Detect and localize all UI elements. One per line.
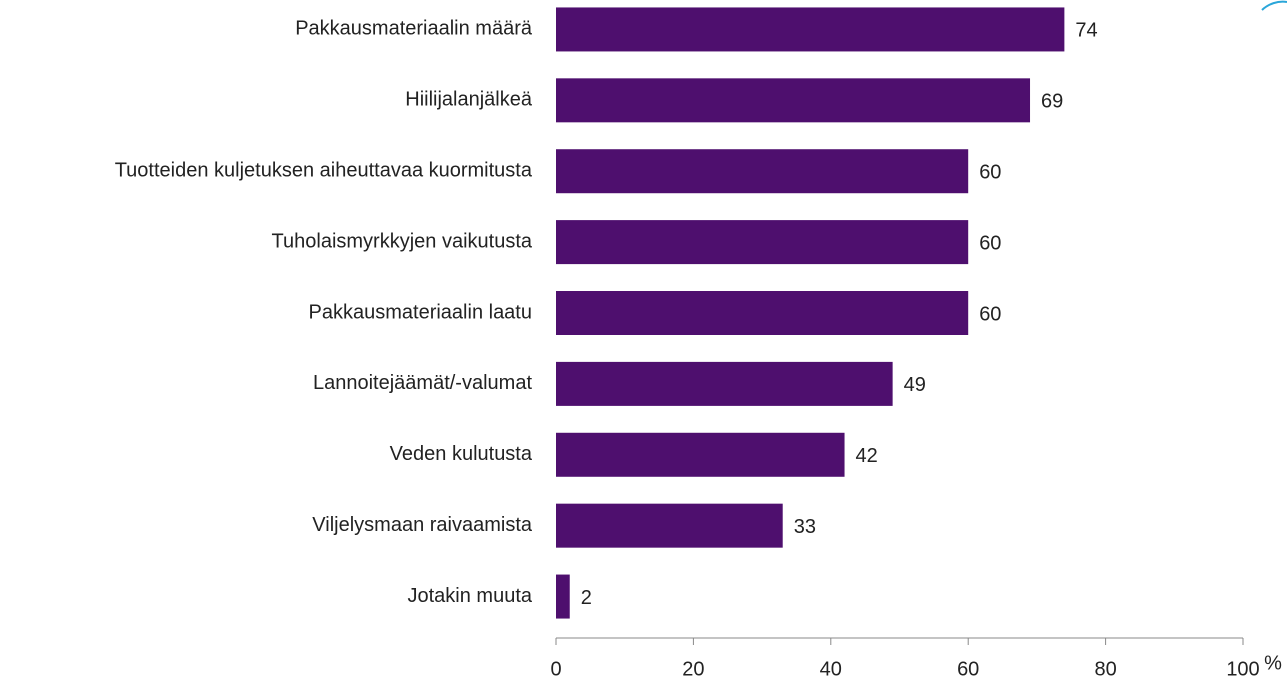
- bar: [556, 149, 969, 194]
- value-label: 33: [794, 516, 816, 538]
- value-label: 60: [979, 303, 1001, 325]
- y-tick-label: Tuotteiden kuljetuksen aiheuttavaa kuorm…: [115, 160, 533, 182]
- decoration: [1261, 0, 1287, 11]
- bar: [556, 574, 570, 619]
- value-label: 74: [1075, 20, 1097, 42]
- x-axis-label: %: [1264, 652, 1282, 674]
- bar: [556, 432, 845, 477]
- x-tick-label: 80: [1094, 658, 1116, 680]
- y-tick-label: Viljelysmaan raivaamista: [312, 514, 533, 536]
- bar: [556, 503, 783, 548]
- value-label: 49: [904, 374, 926, 396]
- value-label: 69: [1041, 91, 1063, 113]
- x-tick-label: 0: [550, 658, 561, 680]
- value-label: 60: [979, 162, 1001, 184]
- value-label: 42: [856, 445, 878, 467]
- y-tick-label: Jotakin muuta: [407, 585, 532, 607]
- y-tick-label: Pakkausmateriaalin määrä: [295, 18, 533, 40]
- y-tick-label: Hiilijalanjälkeä: [405, 89, 533, 111]
- value-label: 60: [979, 232, 1001, 254]
- bar: [556, 78, 1031, 123]
- y-tick-label: Pakkausmateriaalin laatu: [309, 301, 532, 323]
- x-tick-label: 40: [820, 658, 842, 680]
- bar: [556, 291, 969, 335]
- bar: [556, 220, 969, 265]
- x-tick-label: 60: [957, 658, 979, 680]
- y-tick-label: Tuholaismyrkkyjen vaikutusta: [272, 230, 533, 252]
- value-label: 2: [581, 587, 592, 609]
- y-tick-label: Lannoitejäämät/-valumat: [313, 372, 532, 394]
- x-tick-label: 100: [1226, 658, 1259, 680]
- bar: [556, 7, 1065, 52]
- y-tick-label: Veden kulutusta: [390, 443, 533, 465]
- bar: [556, 361, 893, 406]
- x-tick-label: 20: [682, 658, 704, 680]
